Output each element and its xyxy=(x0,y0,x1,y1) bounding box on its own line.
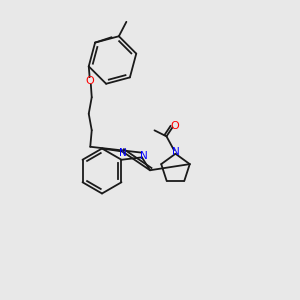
Text: N: N xyxy=(140,151,147,161)
Text: N: N xyxy=(172,147,179,157)
Text: N: N xyxy=(119,148,127,158)
Text: O: O xyxy=(170,121,179,130)
Text: O: O xyxy=(86,76,94,86)
